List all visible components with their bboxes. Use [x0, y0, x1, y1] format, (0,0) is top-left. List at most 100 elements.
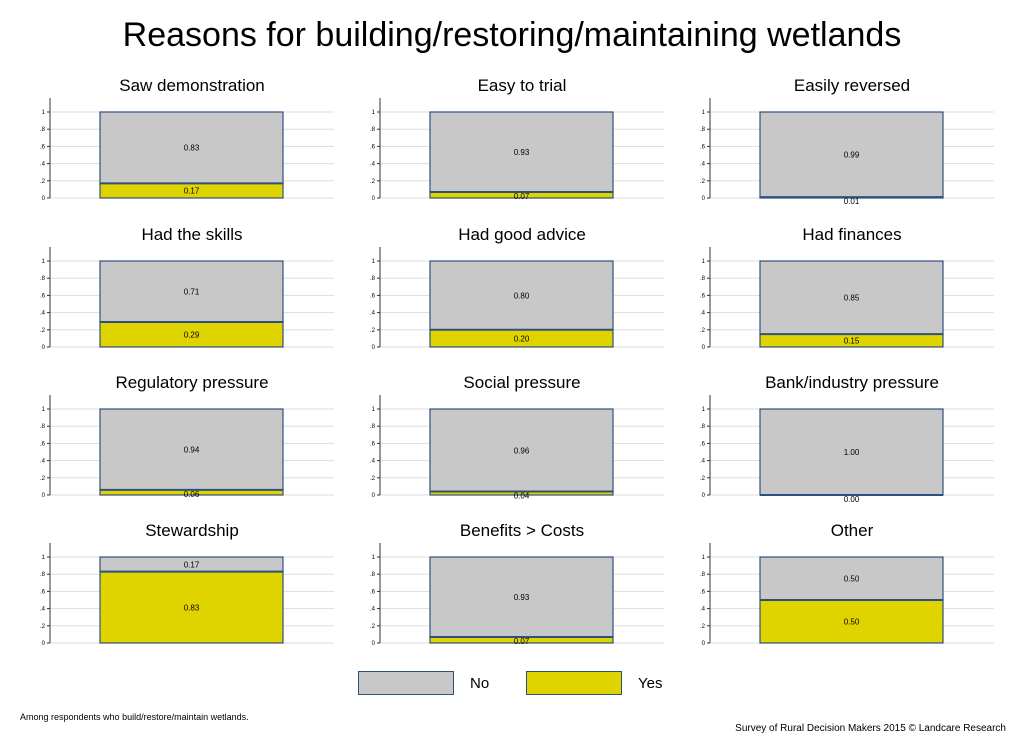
- panel-title: Had finances: [802, 225, 902, 244]
- panel-title: Social pressure: [463, 373, 581, 392]
- y-tick-label: .2: [40, 624, 46, 630]
- panel-title: Stewardship: [145, 521, 239, 540]
- y-tick-label: .6: [370, 441, 376, 447]
- y-tick-label: 1: [42, 259, 46, 265]
- y-tick-label: .8: [700, 572, 706, 578]
- y-tick-label: 1: [702, 555, 706, 561]
- y-tick-label: .4: [370, 607, 376, 613]
- data-label-no: 1.00: [844, 448, 860, 457]
- y-tick-label: 1: [372, 555, 376, 561]
- data-label-yes: 0.01: [844, 197, 860, 206]
- y-tick-label: .8: [370, 572, 376, 578]
- y-tick-label: .4: [40, 162, 46, 168]
- panel-other: 0 .2 .4 .6 .8 1 0.50 0.50: [700, 543, 994, 647]
- panel-saw-demonstration: 0 .2 .4 .6 .8 1 0.83 0.17: [40, 98, 334, 202]
- y-tick-label: .8: [700, 276, 706, 282]
- y-tick-label: .8: [700, 127, 706, 133]
- y-tick-label: .4: [700, 162, 706, 168]
- panel-regulatory-pressure: 0 .2 .4 .6 .8 1 0.94 0.06: [40, 395, 334, 499]
- y-tick-label: .4: [370, 162, 376, 168]
- y-tick-label: 0: [372, 493, 376, 499]
- data-label-no: 0.85: [844, 294, 860, 303]
- y-tick-label: .8: [370, 276, 376, 282]
- y-tick-label: .4: [370, 311, 376, 317]
- data-label-yes: 0.07: [514, 637, 530, 646]
- y-tick-label: .2: [370, 476, 376, 482]
- y-tick-label: .8: [370, 424, 376, 430]
- y-tick-label: 1: [702, 110, 706, 116]
- y-tick-label: .6: [40, 293, 46, 299]
- y-tick-label: 1: [372, 407, 376, 413]
- y-tick-label: .8: [700, 424, 706, 430]
- data-label-yes: 0.06: [184, 490, 200, 499]
- y-tick-label: 1: [42, 110, 46, 116]
- y-tick-label: .2: [40, 328, 46, 334]
- source-credit: Survey of Rural Decision Makers 2015 © L…: [735, 723, 1006, 734]
- y-tick-label: .4: [40, 459, 46, 465]
- data-label-no: 0.80: [514, 291, 530, 300]
- panel-title: Benefits > Costs: [459, 521, 585, 540]
- data-label-no: 0.94: [184, 445, 200, 454]
- y-tick-label: .6: [700, 589, 706, 595]
- data-label-yes: 0.07: [514, 192, 530, 201]
- y-tick-label: 1: [372, 110, 376, 116]
- y-tick-label: .8: [40, 572, 46, 578]
- y-tick-label: .2: [40, 476, 46, 482]
- bar-no: [429, 260, 614, 331]
- bar-yes: [759, 599, 944, 644]
- y-tick-label: 1: [42, 407, 46, 413]
- panel-title: Other: [830, 521, 874, 540]
- data-label-yes: 0.50: [844, 618, 860, 627]
- y-tick-label: 0: [702, 196, 706, 202]
- data-label-yes: 0.83: [184, 603, 200, 612]
- panel-had-the-skills: 0 .2 .4 .6 .8 1 0.71 0.29: [40, 247, 334, 351]
- legend-swatch-no: [358, 671, 454, 695]
- data-label-yes: 0.29: [184, 331, 200, 340]
- y-tick-label: .8: [40, 127, 46, 133]
- y-tick-label: .2: [700, 476, 706, 482]
- y-tick-label: 0: [42, 196, 46, 202]
- y-tick-label: .4: [700, 459, 706, 465]
- y-tick-label: .6: [370, 144, 376, 150]
- bar-no: [759, 408, 944, 496]
- bar-no: [99, 111, 284, 184]
- y-tick-label: .6: [40, 144, 46, 150]
- data-label-no: 0.93: [514, 593, 530, 602]
- panel-bank-industry-pressure: 0 .2 .4 .6 .8 1 1.00 0.00: [700, 395, 994, 504]
- bar-no: [99, 260, 284, 323]
- y-tick-label: 0: [372, 641, 376, 647]
- bar-no: [429, 556, 614, 638]
- legend-swatch-yes: [526, 671, 622, 695]
- panel-title: Regulatory pressure: [115, 373, 269, 392]
- panel-had-good-advice: 0 .2 .4 .6 .8 1 0.80 0.20: [370, 247, 664, 351]
- y-tick-label: .2: [370, 179, 376, 185]
- y-tick-label: .6: [370, 589, 376, 595]
- panel-title: Easy to trial: [477, 76, 567, 95]
- y-tick-label: 0: [42, 493, 46, 499]
- y-tick-label: .6: [370, 293, 376, 299]
- data-label-no: 0.99: [844, 151, 860, 160]
- y-tick-label: 1: [42, 555, 46, 561]
- chart-title: Reasons for building/restoring/maintaini…: [122, 16, 902, 54]
- y-tick-label: .2: [370, 624, 376, 630]
- data-label-yes: 0.04: [514, 492, 530, 501]
- data-label-no: 0.17: [184, 560, 200, 569]
- y-tick-label: .2: [700, 328, 706, 334]
- y-tick-label: .6: [40, 589, 46, 595]
- y-tick-label: 0: [42, 641, 46, 647]
- y-tick-label: 1: [702, 259, 706, 265]
- legend-label-no: No: [470, 675, 490, 692]
- panel-stewardship: 0 .2 .4 .6 .8 1 0.17 0.83: [40, 543, 334, 647]
- bar-yes: [99, 571, 284, 644]
- panel-title: Had the skills: [141, 225, 243, 244]
- y-tick-label: .4: [40, 311, 46, 317]
- y-tick-label: 0: [702, 641, 706, 647]
- y-tick-label: .8: [370, 127, 376, 133]
- bar-no: [99, 408, 284, 491]
- bar-no: [429, 111, 614, 193]
- y-tick-label: .6: [700, 441, 706, 447]
- data-label-no: 0.96: [514, 446, 530, 455]
- data-label-yes: 0.00: [844, 495, 860, 504]
- y-tick-label: 0: [702, 345, 706, 351]
